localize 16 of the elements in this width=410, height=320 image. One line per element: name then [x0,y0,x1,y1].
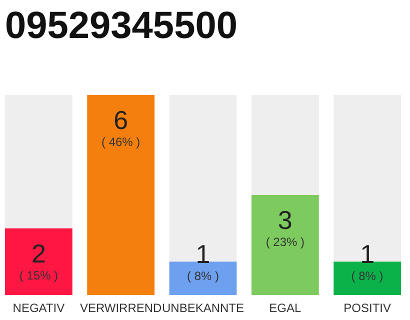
annotation: ( 8% ) [186,269,220,283]
x-tick-label: EGAL [269,301,302,315]
data-label: 1 [360,239,375,269]
data-label: 6 [114,105,128,135]
annotation: ( 46% ) [102,135,140,149]
x-tick-label: UNBEKANNTE [162,301,244,315]
x-tick-label: POSITIV [344,301,391,315]
data-label: 3 [278,205,292,235]
annotation: ( 23% ) [266,235,304,249]
data-label: 2 [31,238,46,268]
x-tick-label: VERWIRREND [80,301,162,315]
annotation: ( 8% ) [351,269,384,283]
x-tick-label: NEGATIV [12,301,65,315]
chart-title: 09529345500 [5,5,238,47]
data-label: 1 [196,239,210,269]
annotation: ( 15% ) [19,268,58,282]
